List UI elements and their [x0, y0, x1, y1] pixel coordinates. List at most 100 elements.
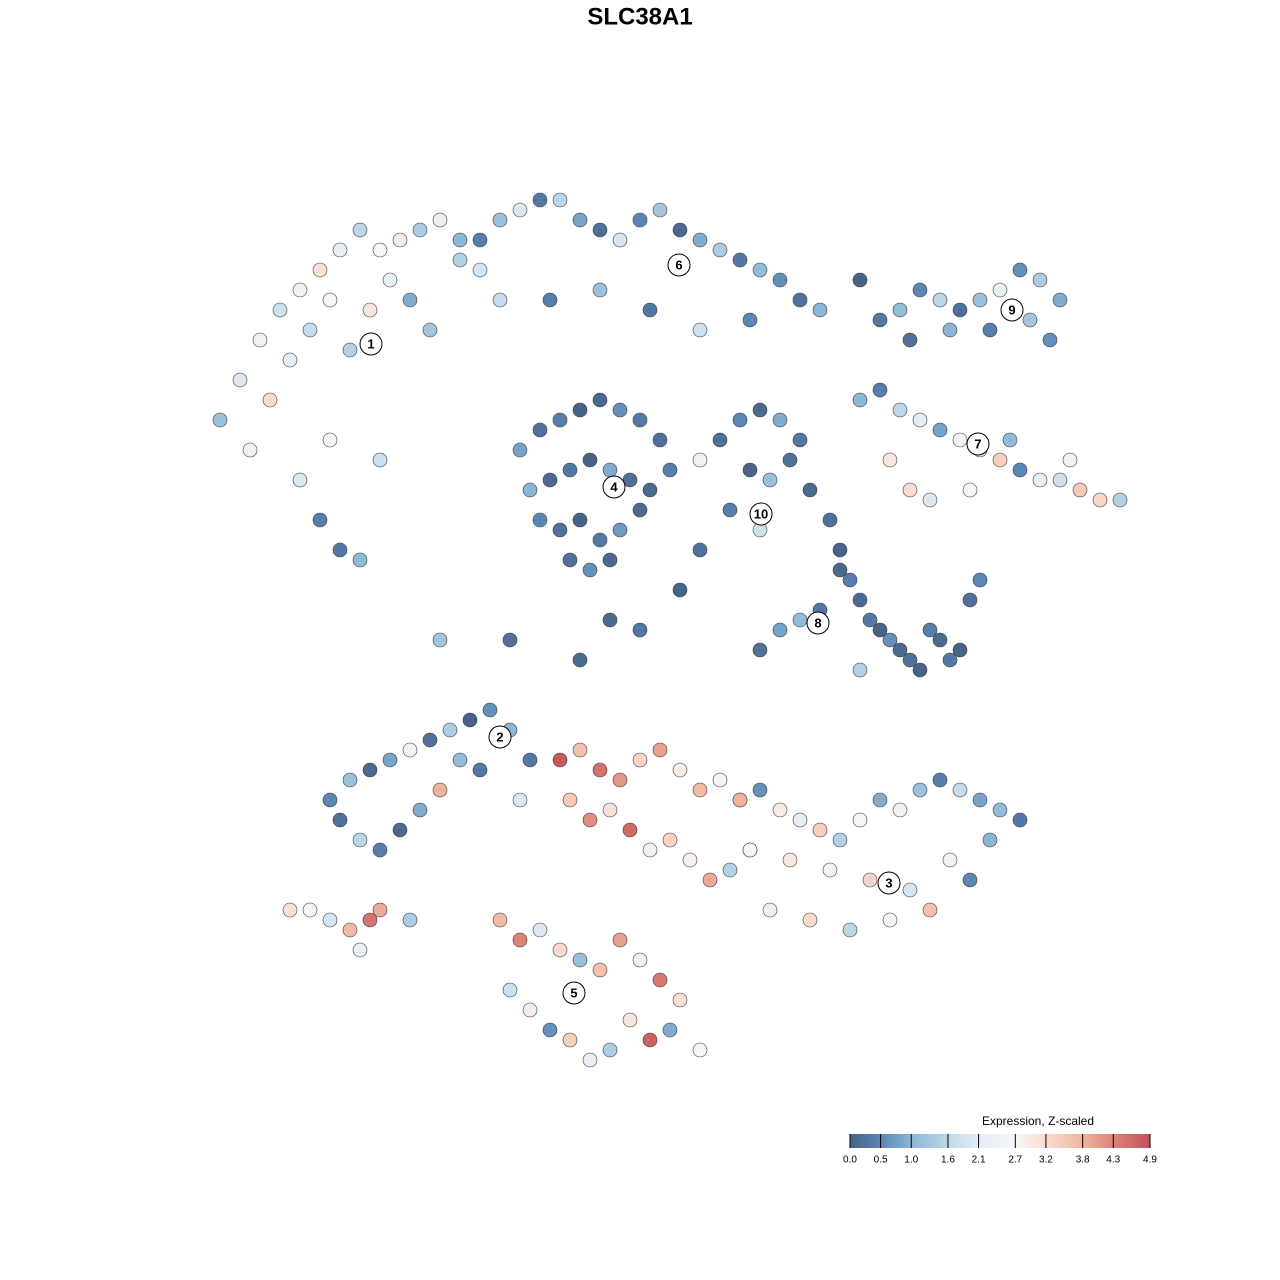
point — [812, 302, 828, 318]
point — [362, 302, 378, 318]
point — [502, 632, 518, 648]
point — [992, 282, 1008, 298]
point — [922, 492, 938, 508]
point — [602, 612, 618, 628]
point — [832, 832, 848, 848]
point — [322, 912, 338, 928]
point — [672, 222, 688, 238]
point — [572, 212, 588, 228]
point — [322, 432, 338, 448]
point — [472, 262, 488, 278]
point — [892, 302, 908, 318]
point — [672, 992, 688, 1008]
point — [962, 482, 978, 498]
point — [282, 902, 298, 918]
point — [802, 912, 818, 928]
point — [672, 582, 688, 598]
point — [852, 392, 868, 408]
point — [1012, 262, 1028, 278]
point — [692, 452, 708, 468]
cluster-label: 4 — [610, 479, 618, 494]
colorbar-tick-label: 1.6 — [941, 1155, 955, 1166]
point — [312, 512, 328, 528]
point — [702, 872, 718, 888]
point — [832, 562, 848, 578]
point — [792, 432, 808, 448]
point — [512, 792, 528, 808]
point — [372, 242, 388, 258]
point — [302, 322, 318, 338]
point — [742, 462, 758, 478]
point — [1032, 272, 1048, 288]
point — [632, 212, 648, 228]
point — [882, 452, 898, 468]
point — [842, 922, 858, 938]
point — [322, 292, 338, 308]
point — [942, 322, 958, 338]
point — [662, 1022, 678, 1038]
point — [772, 802, 788, 818]
point — [852, 592, 868, 608]
point — [532, 422, 548, 438]
point — [782, 452, 798, 468]
cluster-label-bg — [749, 502, 773, 526]
point — [352, 942, 368, 958]
point — [632, 412, 648, 428]
point — [242, 442, 258, 458]
point — [862, 612, 878, 628]
point — [672, 762, 688, 778]
point — [692, 232, 708, 248]
point — [932, 772, 948, 788]
point — [522, 482, 538, 498]
point — [952, 782, 968, 798]
point — [592, 392, 608, 408]
point — [582, 812, 598, 828]
point — [582, 562, 598, 578]
point — [762, 902, 778, 918]
point — [762, 472, 778, 488]
point — [752, 642, 768, 658]
point — [292, 282, 308, 298]
point — [592, 222, 608, 238]
point — [372, 452, 388, 468]
point — [412, 222, 428, 238]
point — [492, 912, 508, 928]
point — [1022, 312, 1038, 328]
point — [622, 822, 638, 838]
point — [592, 762, 608, 778]
point — [822, 512, 838, 528]
point — [1052, 292, 1068, 308]
point — [792, 812, 808, 828]
point — [842, 572, 858, 588]
point — [552, 412, 568, 428]
point — [452, 232, 468, 248]
point — [542, 292, 558, 308]
point — [912, 412, 928, 428]
point — [852, 272, 868, 288]
point — [402, 742, 418, 758]
colorbar-tick-label: 0.5 — [874, 1155, 888, 1166]
point — [952, 642, 968, 658]
point — [412, 802, 428, 818]
point — [902, 882, 918, 898]
point — [312, 262, 328, 278]
point — [772, 622, 788, 638]
point — [942, 652, 958, 668]
point — [922, 902, 938, 918]
point — [892, 802, 908, 818]
point — [812, 822, 828, 838]
point — [832, 542, 848, 558]
point — [742, 842, 758, 858]
point — [512, 442, 528, 458]
point — [572, 512, 588, 528]
point — [1112, 492, 1128, 508]
point — [592, 282, 608, 298]
point — [532, 512, 548, 528]
point — [682, 852, 698, 868]
point — [552, 942, 568, 958]
point — [512, 202, 528, 218]
colorbar-tick-label: 3.2 — [1039, 1155, 1053, 1166]
point — [612, 772, 628, 788]
point — [852, 662, 868, 678]
point — [342, 922, 358, 938]
